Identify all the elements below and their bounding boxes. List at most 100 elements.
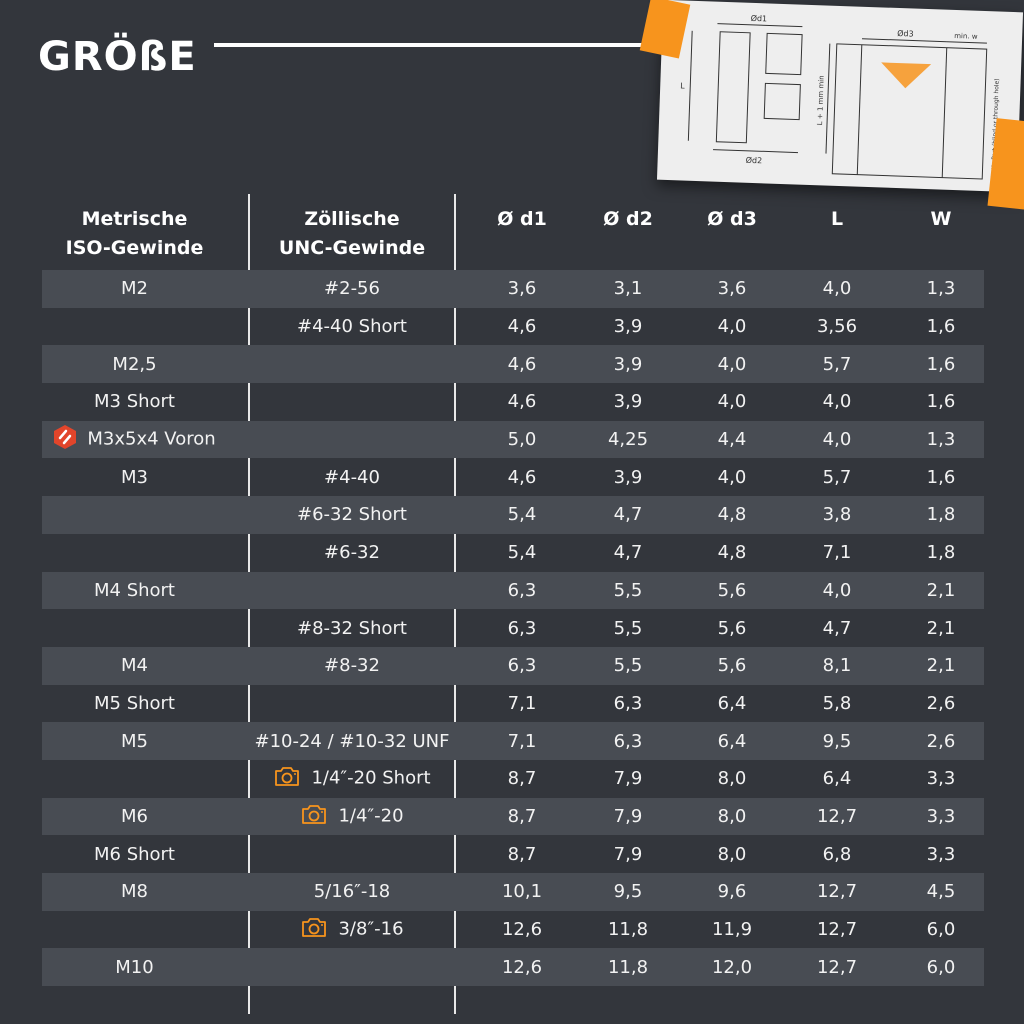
label-min-w: min. w	[954, 32, 978, 41]
cell-text: 3,3	[926, 768, 956, 790]
camera-icon	[273, 765, 301, 792]
cell-text: 4,0	[717, 316, 747, 338]
cell-text: #6-32 Short	[297, 504, 407, 526]
cell-text: 8,0	[717, 805, 747, 827]
table-row: M4 Short 6,3 5,5 5,6 4,0 2,1	[42, 571, 984, 610]
cell-l: 12,7	[797, 919, 877, 940]
cell-text: 3,3	[926, 805, 956, 827]
header-unc: Zöllische UNC-Gewinde	[278, 208, 426, 259]
cell-text: 1,6	[926, 466, 956, 488]
label-l: L	[680, 81, 685, 90]
cell-metric: M3 Short	[42, 391, 227, 412]
cell-text: 12,7	[816, 805, 858, 827]
cell-w: 2,1	[901, 655, 981, 676]
cell-d3: 8,0	[692, 806, 772, 827]
cell-text: 3,6	[717, 278, 747, 300]
cell-text: 2,1	[926, 617, 956, 639]
cell-text: 12,7	[816, 881, 858, 903]
table-row: #4-40 Short 4,6 3,9 4,0 3,56 1,6	[42, 308, 984, 346]
table-row: M8 5/16″-18 10,1 9,5 9,6 12,7 4,5	[42, 873, 984, 911]
cell-l: 6,8	[797, 844, 877, 865]
cell-text: 4,7	[822, 617, 852, 639]
cell-w: 1,6	[901, 354, 981, 375]
cell-d2: 7,9	[588, 768, 668, 789]
cell-metric: M2	[42, 278, 227, 299]
cell-d1: 4,6	[482, 467, 562, 488]
cell-text: 5,6	[717, 579, 747, 601]
cell-d3: 12,0	[692, 957, 772, 978]
cell-metric: M5	[42, 731, 227, 752]
cell-text: 2,1	[926, 579, 956, 601]
cell-d2: 3,9	[588, 354, 668, 375]
cell-l: 4,7	[797, 618, 877, 639]
cell-text: 12,6	[501, 956, 543, 978]
cell-d1: 8,7	[482, 844, 562, 865]
insert-dimension-diagram: Ød1 Ød2 L Ød3 min. w L + 1 mm min Plasti…	[656, 0, 1024, 193]
cell-text: 6,3	[613, 692, 643, 714]
cell-text: 9,6	[717, 881, 747, 903]
cell-text: 6,3	[507, 579, 537, 601]
table-row: M3 #4-40 4,6 3,9 4,0 5,7 1,6	[42, 458, 984, 496]
cell-d3: 4,0	[692, 467, 772, 488]
cell-text: 9,5	[613, 881, 643, 903]
cell-text: M4 Short	[93, 579, 175, 601]
cell-d3: 5,6	[692, 618, 772, 639]
cell-text: 11,8	[607, 919, 649, 941]
cell-l: 5,8	[797, 693, 877, 714]
table-row: 3/8″-16 12,6 11,8 11,9 12,7 6,0	[42, 911, 984, 949]
cell-w: 2,1	[901, 580, 981, 601]
cell-w: 2,1	[901, 618, 981, 639]
cell-unc: 1/4″-20	[252, 803, 452, 830]
cell-text: M6	[121, 805, 148, 827]
table-row: M5 #10-24 / #10-32 UNF 7,1 6,3 6,4 9,5 2,6	[42, 722, 984, 760]
table-row: 1/4″-20 Short 8,7 7,9 8,0 6,4 3,3	[42, 760, 984, 798]
cell-d2: 9,5	[588, 881, 668, 902]
cell-d3: 6,4	[692, 731, 772, 752]
cell-text: 1,8	[926, 542, 956, 564]
cell-text: 4,7	[613, 542, 643, 564]
cell-metric: M6 Short	[42, 844, 227, 865]
cell-metric: M2,5	[42, 354, 227, 375]
header-d3: Ø d3	[707, 208, 757, 230]
cell-text: M10	[115, 956, 154, 978]
cell-text: 5,6	[717, 617, 747, 639]
cell-metric: M8	[42, 881, 227, 902]
cell-unc: #4-40	[252, 467, 452, 488]
cell-d1: 5,4	[482, 542, 562, 563]
cell-text: 4,6	[507, 353, 537, 375]
cell-text: 3,56	[816, 316, 858, 338]
cell-text: 5,6	[717, 655, 747, 677]
cell-d1: 8,7	[482, 768, 562, 789]
cell-d2: 4,7	[588, 504, 668, 525]
cell-text: 4,8	[717, 504, 747, 526]
cell-text: 4,0	[822, 391, 852, 413]
cell-d1: 3,6	[482, 278, 562, 299]
cell-text: 5,7	[822, 353, 852, 375]
cell-text: 4,25	[607, 429, 649, 451]
cell-text: #2-56	[324, 278, 380, 300]
cell-text: 1,8	[926, 504, 956, 526]
cell-text: 4,6	[507, 391, 537, 413]
cell-d2: 3,9	[588, 391, 668, 412]
cell-metric: M4	[42, 655, 227, 676]
cell-metric: M5 Short	[42, 693, 227, 714]
cell-unc: 3/8″-16	[252, 916, 452, 943]
cell-l: 4,0	[797, 391, 877, 412]
cell-text: 1/4″-20 Short	[311, 767, 431, 789]
cell-text: #10-24 / #10-32 UNF	[254, 730, 450, 752]
header-d1: Ø d1	[497, 208, 547, 230]
cell-text: 8,7	[507, 805, 537, 827]
header-metric: Metrische ISO-Gewinde	[65, 208, 204, 259]
cell-metric: M3	[42, 467, 227, 488]
cell-metric: M4 Short	[42, 580, 227, 601]
cell-text: 1,6	[926, 353, 956, 375]
cell-text: #8-32	[324, 655, 380, 677]
cell-l: 8,1	[797, 655, 877, 676]
cell-text: 6,4	[822, 768, 852, 790]
cell-d1: 6,3	[482, 655, 562, 676]
cell-text: 4,7	[613, 504, 643, 526]
cell-text: M5	[121, 730, 148, 752]
cell-text: 4,6	[507, 466, 537, 488]
cell-w: 1,8	[901, 542, 981, 563]
cell-d3: 3,6	[692, 278, 772, 299]
